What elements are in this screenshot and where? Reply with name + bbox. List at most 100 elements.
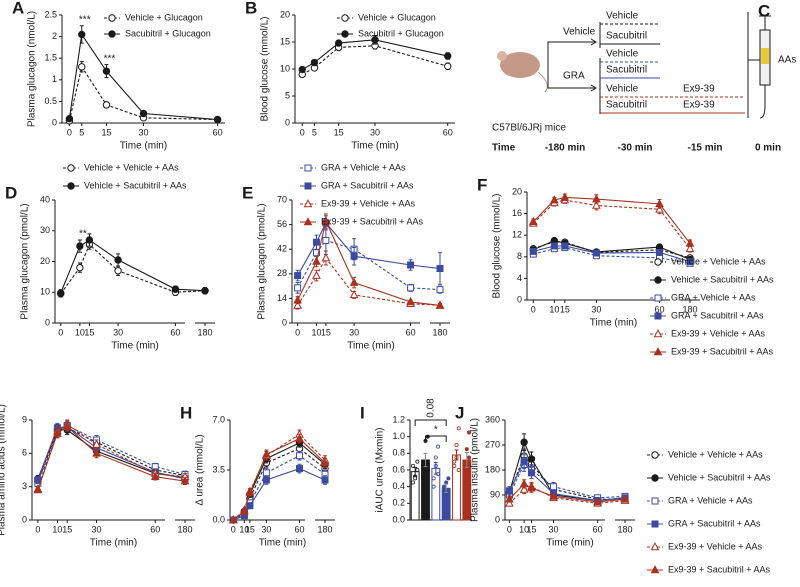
y-axis-label: Plasma amino acids (mmol/L)	[0, 404, 8, 536]
y-tick-label: 15	[280, 36, 290, 46]
legend-marker	[654, 276, 662, 284]
x-tick-label: 15	[84, 327, 94, 337]
data-point	[462, 467, 467, 472]
y-tick-label: 56	[277, 219, 287, 229]
data-point	[293, 300, 302, 309]
data-point	[413, 476, 418, 481]
data-point	[65, 114, 74, 123]
y-tick-label: 3	[22, 481, 27, 491]
data-point	[33, 485, 43, 494]
series-line	[533, 240, 691, 261]
data-point	[321, 476, 329, 484]
x-tick-label: 5	[79, 127, 84, 137]
data-point	[550, 195, 559, 204]
legend-label: Ex9-39 + Sacubitril + AAs	[321, 216, 424, 226]
annotation: ***	[79, 14, 91, 25]
y-tick-label: 6	[22, 448, 27, 458]
annotation: **	[79, 229, 87, 240]
x-axis-label: Time (min)	[347, 341, 394, 352]
label: Vehicle	[563, 27, 596, 38]
y-tick-label: 0.4	[392, 481, 405, 491]
series-line	[533, 245, 691, 263]
data-point	[76, 263, 84, 272]
y-axis-label: Plasma glucagon (nmol/L)	[27, 11, 38, 127]
data-point	[150, 471, 160, 480]
data-point	[85, 236, 94, 244]
annotation: *	[434, 425, 438, 436]
y-axis-label: Plasma insulin (pmol/L)	[470, 418, 481, 522]
x-tick-label: 0	[35, 524, 40, 534]
data-point	[685, 243, 695, 252]
y-tick-label: 5	[285, 90, 290, 100]
y-tick-label: 12	[512, 230, 522, 240]
data-point	[467, 455, 472, 460]
data-point	[505, 498, 514, 507]
x-tick-label: 180	[317, 524, 332, 534]
y-tick-label: 0	[52, 117, 57, 127]
series-line	[532, 199, 691, 250]
data-point	[78, 30, 86, 39]
x-tick-label: 30	[349, 327, 359, 337]
timeline-label: Time	[492, 143, 516, 154]
x-tick-label: 30	[261, 524, 271, 534]
x-tick-label: 60	[150, 524, 160, 534]
series-line	[37, 424, 186, 484]
y-tick-label: 4	[517, 273, 522, 283]
syringe-fill	[761, 48, 769, 64]
data-point	[57, 289, 65, 297]
legend-label: Vehicle + Glucagon	[358, 12, 436, 22]
y-tick-label: 2	[52, 31, 57, 41]
data-point	[444, 52, 452, 60]
label: GRA	[563, 71, 585, 82]
x-tick-label: 60	[170, 327, 180, 337]
data-point	[452, 459, 457, 464]
y-tick-label: 20	[280, 9, 290, 19]
x-tick-label: 60	[654, 304, 664, 314]
data-point	[102, 67, 111, 75]
series-line	[68, 32, 218, 121]
x-tick-label: 60	[294, 524, 304, 534]
data-point	[519, 484, 529, 493]
legend-marker	[67, 164, 75, 172]
x-axis-label: Time (min)	[351, 141, 398, 152]
data-point	[560, 192, 570, 201]
y-tick-label: 40	[40, 194, 50, 204]
legend-label: Vehicle + Glucagon	[125, 12, 203, 22]
data-point	[655, 199, 664, 208]
data-point	[262, 449, 271, 458]
data-point	[685, 238, 695, 247]
data-point	[62, 421, 72, 430]
x-tick-label: 5	[312, 127, 317, 137]
y-axis-label: Plasma glucagon (pmol/L)	[20, 203, 31, 319]
error-bar	[413, 467, 418, 477]
mouse-ear	[497, 51, 507, 61]
y-tick-label: 10	[280, 63, 290, 73]
data-point	[436, 444, 441, 449]
data-point	[180, 476, 190, 485]
legend-marker	[654, 312, 662, 320]
data-point	[245, 487, 255, 497]
bracket	[425, 435, 447, 442]
x-tick-label: 60	[213, 127, 223, 137]
data-point	[102, 101, 111, 109]
x-tick-label: 15	[101, 127, 111, 137]
data-point	[529, 247, 537, 255]
y-tick-label: 14	[277, 293, 287, 303]
data-point	[349, 290, 359, 299]
y-tick-label: 2.5	[44, 9, 57, 19]
legend-marker	[341, 30, 349, 38]
x-axis-label: Time (min)	[590, 318, 637, 329]
series-line	[508, 460, 626, 502]
data-point	[321, 216, 331, 225]
legend-label: Ex9-39 + Sacubitril + AAs	[671, 346, 774, 356]
x-tick-label: 180	[617, 524, 632, 534]
x-tick-label: 10	[549, 304, 559, 314]
legend-label: Sacubitril + Glucagon	[125, 28, 211, 38]
mouse	[500, 52, 540, 78]
data-point	[92, 439, 101, 448]
y-tick-label: 0	[45, 317, 50, 327]
data-point	[520, 458, 528, 466]
data-point	[593, 497, 602, 506]
panel-letter: E	[242, 183, 253, 202]
data-point	[415, 467, 420, 472]
